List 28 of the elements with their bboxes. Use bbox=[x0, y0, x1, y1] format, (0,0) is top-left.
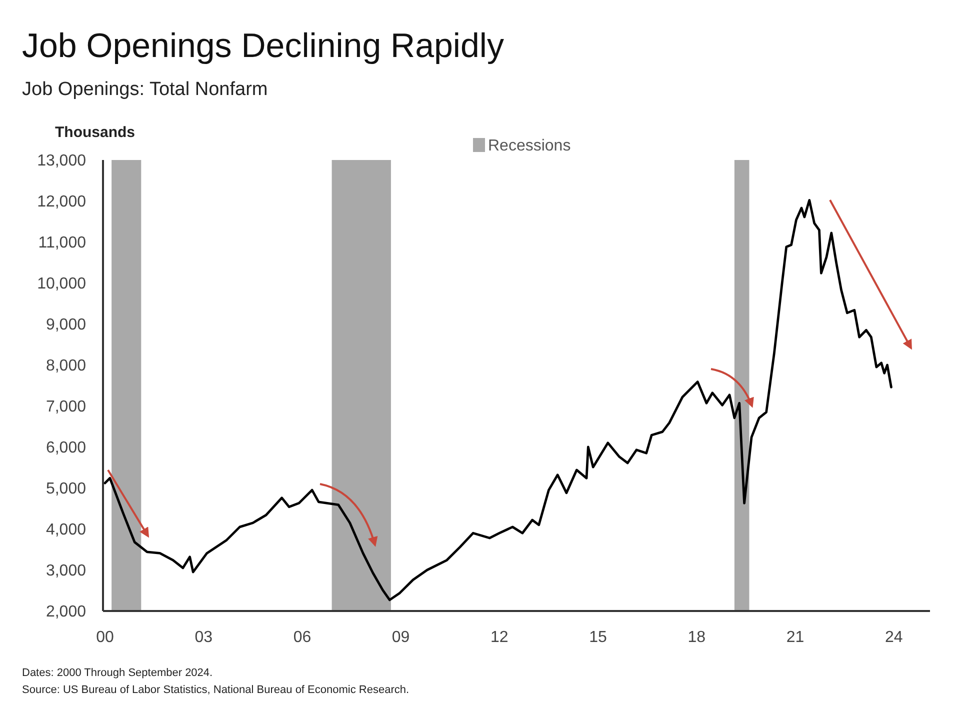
x-tick-label: 21 bbox=[786, 629, 804, 646]
y-tick-label: 7,000 bbox=[46, 398, 86, 416]
x-tick-label: 03 bbox=[194, 629, 213, 646]
y-tick-label: 5,000 bbox=[46, 480, 86, 498]
y-tick-label: 12,000 bbox=[37, 194, 86, 211]
legend-label: Recessions bbox=[488, 138, 571, 155]
chart-subtitle: Job Openings: Total Nonfarm bbox=[22, 79, 268, 100]
x-tick-label: 18 bbox=[688, 629, 706, 646]
y-tick-label: 6,000 bbox=[46, 440, 86, 457]
y-tick-label: 4,000 bbox=[46, 522, 86, 539]
x-tick-label: 09 bbox=[392, 629, 410, 646]
chart-title: Job Openings Declining Rapidly bbox=[22, 27, 504, 65]
x-tick-label: 15 bbox=[589, 629, 608, 646]
x-tick-label: 00 bbox=[96, 629, 114, 646]
y-tick-label: 8,000 bbox=[46, 358, 86, 375]
source-note: Source: US Bureau of Labor Statistics, National Bureau of Economic Research. bbox=[22, 684, 410, 696]
x-tick-label: 24 bbox=[884, 629, 903, 646]
y-tick-label: 9,000 bbox=[46, 316, 86, 334]
y-axis-title: Thousands bbox=[55, 124, 136, 141]
y-tick-label: 10,000 bbox=[37, 276, 86, 293]
y-tick-label: 13,000 bbox=[37, 152, 86, 170]
y-tick-label: 11,000 bbox=[38, 234, 86, 252]
y-tick-label: 3,000 bbox=[46, 562, 86, 580]
x-tick-label: 06 bbox=[293, 629, 312, 646]
y-tick-label: 2,000 bbox=[46, 604, 86, 621]
x-tick-label: 12 bbox=[490, 629, 508, 646]
line-series bbox=[104, 198, 892, 602]
text: Dates: 2000 Through September 2024. bbox=[22, 667, 213, 679]
